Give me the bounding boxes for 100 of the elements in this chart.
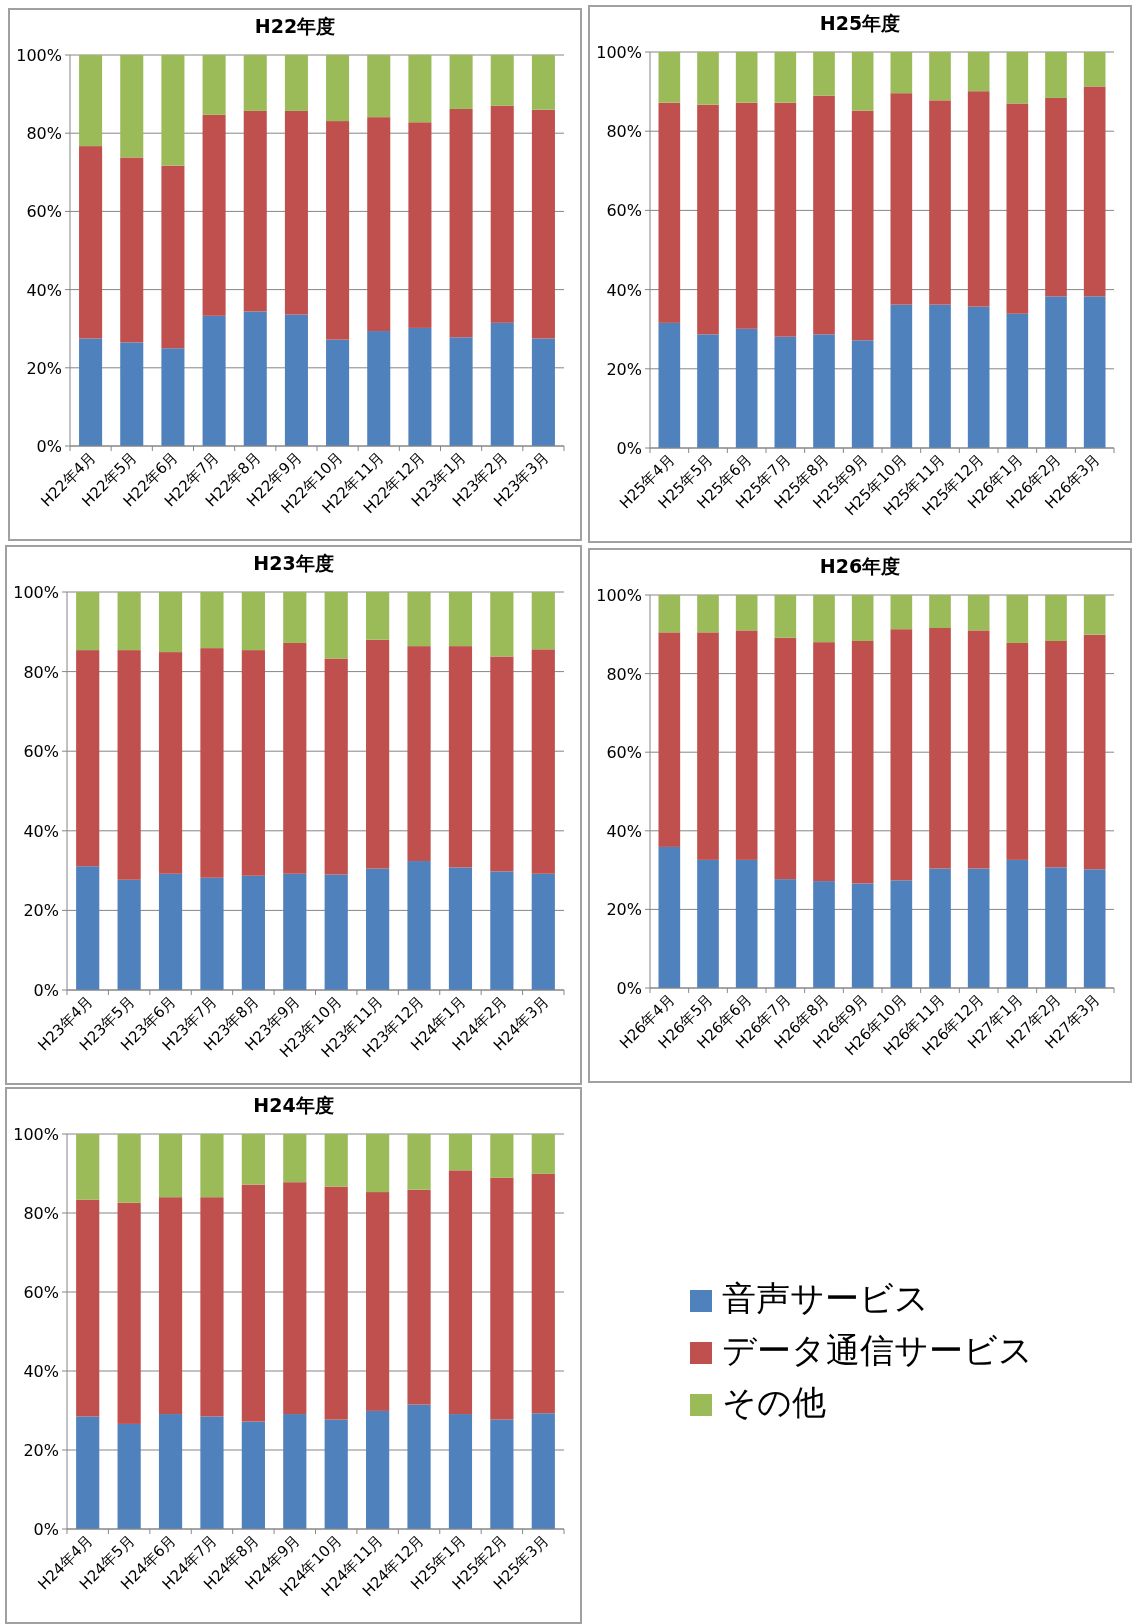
bar [658, 52, 681, 103]
bar [76, 1416, 100, 1530]
bar [697, 859, 719, 988]
bar [76, 1134, 100, 1200]
bar [448, 1170, 473, 1415]
bar [366, 1410, 390, 1530]
bar [774, 52, 797, 103]
bar [774, 102, 797, 337]
bar [490, 105, 514, 323]
bar [324, 1186, 348, 1420]
bar [531, 55, 555, 110]
bar [1045, 52, 1067, 98]
legend-label: 音声サービス [722, 1278, 929, 1318]
y-tick-label: 100% [596, 43, 642, 62]
bar [120, 55, 144, 158]
bar [79, 146, 103, 339]
bar [158, 1414, 183, 1530]
bar [283, 592, 307, 643]
bar [241, 875, 265, 990]
bar [1083, 52, 1106, 87]
bar [366, 868, 390, 990]
y-tick-label: 20% [23, 1441, 59, 1460]
y-tick-label: 40% [26, 280, 62, 300]
bar [490, 1177, 514, 1420]
bar [890, 629, 913, 881]
y-tick-label: 60% [23, 1283, 59, 1302]
bar [531, 592, 555, 650]
y-tick-label: 0% [616, 979, 642, 998]
bar [929, 868, 951, 988]
bar [1045, 296, 1067, 448]
bar [366, 1134, 390, 1193]
bar [1045, 595, 1067, 641]
bar [735, 52, 758, 103]
bar [490, 871, 514, 990]
bar [449, 337, 473, 446]
bar [813, 95, 835, 335]
bar [658, 595, 681, 633]
bar [531, 109, 555, 339]
bar [407, 1189, 431, 1405]
bar [851, 883, 874, 988]
legend-label: データ通信サービス [722, 1330, 1033, 1370]
bar [1045, 640, 1067, 868]
bar [120, 342, 144, 446]
bar [283, 1414, 307, 1530]
bar [243, 110, 267, 312]
chart-title: H22年度 [254, 15, 336, 37]
bar [324, 592, 348, 659]
bar [79, 55, 103, 147]
bar [813, 52, 835, 96]
bar [283, 642, 307, 874]
bar [158, 1197, 183, 1415]
chart-title: H25年度 [819, 12, 901, 34]
bar [697, 632, 719, 860]
bar [1045, 97, 1067, 297]
y-tick-label: 80% [606, 122, 642, 142]
y-tick-label: 20% [606, 900, 642, 920]
bar [202, 114, 226, 316]
bar [490, 322, 514, 446]
bar [448, 592, 473, 647]
bar [929, 595, 951, 629]
bar [851, 52, 874, 111]
bar [407, 1134, 431, 1190]
bar [448, 1134, 473, 1171]
bar [697, 595, 719, 633]
y-tick-label: 100% [596, 586, 642, 605]
y-tick-label: 0% [33, 981, 59, 1000]
bar [658, 846, 681, 988]
bar [158, 652, 183, 874]
bar [366, 1192, 390, 1411]
bar [117, 650, 141, 880]
bar [241, 1421, 265, 1529]
bar [1083, 634, 1106, 870]
bar [407, 1404, 431, 1529]
bar [890, 595, 913, 630]
bar [161, 55, 185, 166]
bar [407, 646, 431, 862]
bar [79, 338, 103, 446]
bar [735, 630, 758, 860]
bar [774, 595, 797, 638]
y-tick-label: 20% [606, 359, 642, 379]
bar [851, 595, 874, 641]
bar [735, 595, 758, 631]
bar [531, 649, 555, 874]
bar [200, 1416, 224, 1530]
bar [408, 327, 432, 446]
bar [813, 642, 835, 882]
bar [284, 55, 308, 111]
y-tick-label: 60% [606, 743, 642, 763]
bar [117, 1202, 141, 1424]
y-tick-label: 80% [606, 664, 642, 684]
bar [158, 873, 183, 990]
bar [283, 1134, 307, 1183]
bar [1006, 595, 1029, 643]
bar [448, 646, 473, 868]
bar [490, 656, 514, 872]
bar [200, 648, 224, 878]
y-tick-label: 60% [606, 201, 642, 221]
bar [929, 628, 951, 869]
y-tick-label: 40% [606, 821, 642, 841]
bar [697, 104, 719, 335]
